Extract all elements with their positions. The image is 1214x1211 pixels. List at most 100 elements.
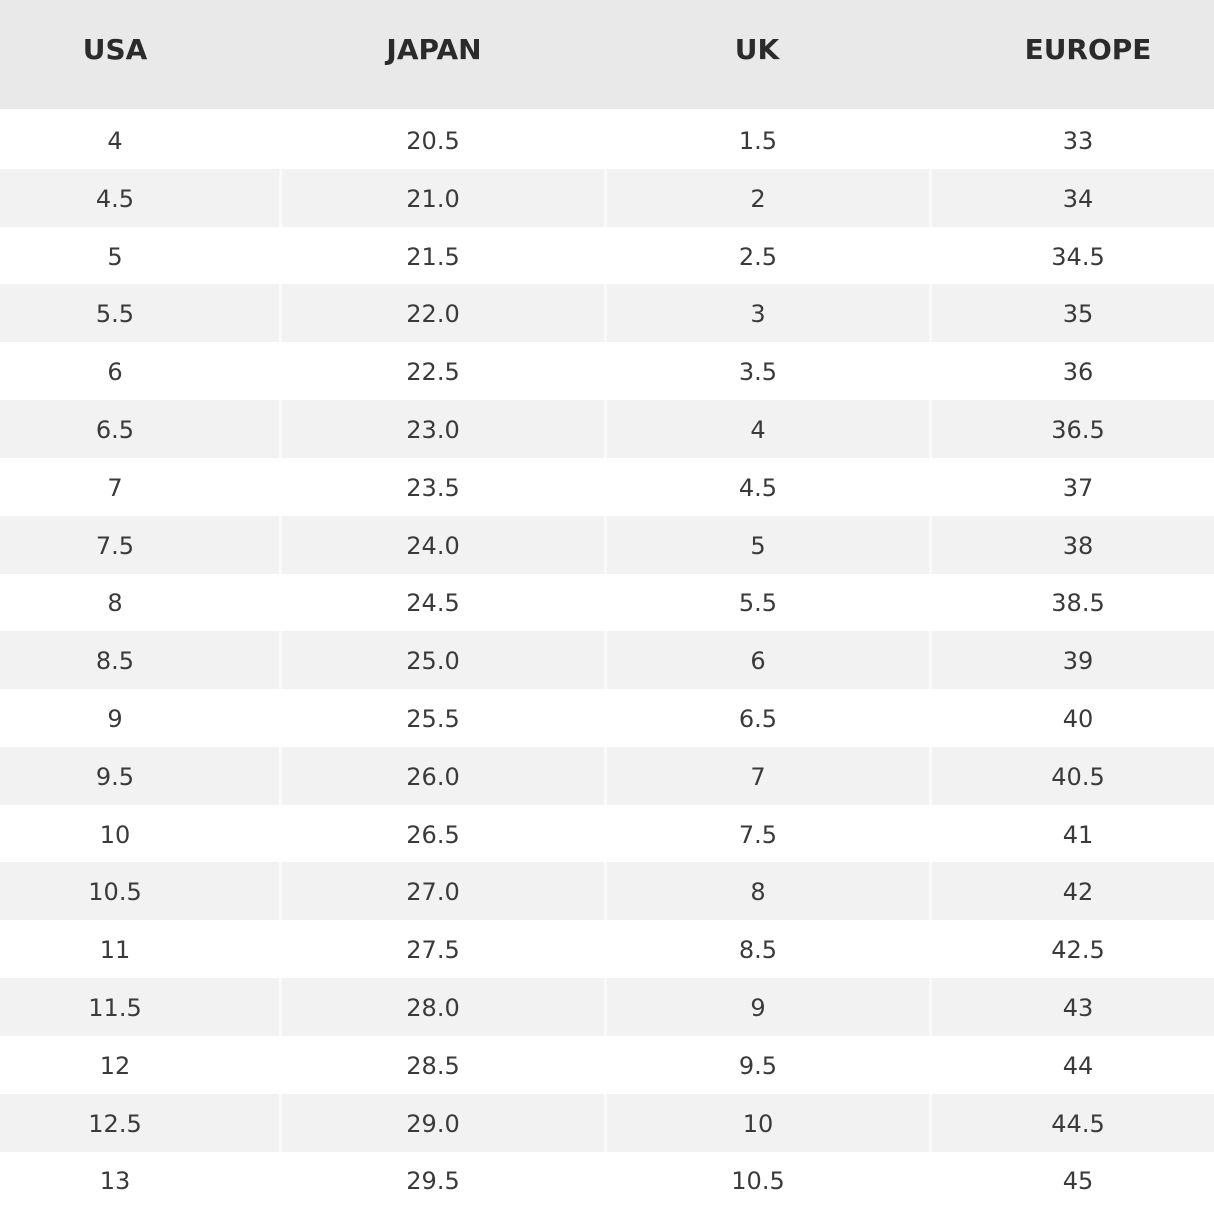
- table-cell: 41: [1062, 820, 1094, 849]
- table-cell: 7.5: [738, 820, 778, 849]
- table-cell: 35: [1062, 300, 1094, 329]
- table-row: 7.5 24.0 5 38: [0, 515, 1214, 574]
- table-cell: 21.0: [406, 184, 460, 213]
- table-cell: 40: [1062, 705, 1094, 733]
- table-cell: 36.5: [1051, 416, 1105, 444]
- column-separator: [929, 515, 932, 574]
- table-cell: 36: [1062, 358, 1094, 387]
- table-row: 7 23.5 4.5 37: [0, 458, 1214, 516]
- table-row: 11.5 28.0 9 43: [0, 978, 1214, 1036]
- column-separator: [279, 862, 282, 921]
- table-cell: 3: [750, 300, 766, 329]
- column-separator: [604, 746, 607, 805]
- table-cell: 9.5: [95, 762, 135, 791]
- table-cell: 28.5: [406, 1051, 460, 1080]
- table-cell: 7: [750, 762, 766, 791]
- table-cell: 20.5: [406, 127, 460, 155]
- table-row: 11 27.5 8.5 42.5: [0, 920, 1214, 978]
- table-cell: 45: [1062, 1167, 1094, 1196]
- table-cell: 37: [1062, 473, 1094, 502]
- table-cell: 8: [750, 878, 766, 907]
- table-row: 12.5 29.0 10 44.5: [0, 1093, 1214, 1152]
- table-cell: 33: [1062, 127, 1094, 155]
- table-cell: 26.0: [406, 762, 460, 791]
- table-row: 6 22.5 3.5 36: [0, 342, 1214, 400]
- table-cell: 4: [107, 127, 123, 155]
- table-cell: 7.5: [95, 531, 135, 560]
- table-cell: 9: [107, 705, 123, 733]
- table-cell: 5.5: [95, 300, 135, 329]
- table-cell: 22.5: [406, 358, 460, 387]
- table-cell: 1.5: [738, 127, 778, 155]
- table-cell: 44: [1062, 1051, 1094, 1080]
- table-cell: 9: [750, 994, 766, 1022]
- column-header: JAPAN: [386, 33, 482, 66]
- table-cell: 5: [750, 531, 766, 560]
- table-cell: 23.5: [406, 473, 460, 502]
- table-cell: 8.5: [738, 936, 778, 965]
- table-row: 13 29.5 10.5 45: [0, 1151, 1214, 1209]
- column-separator: [929, 746, 932, 805]
- column-separator: [929, 978, 932, 1036]
- table-cell: 4.5: [95, 184, 135, 213]
- column-header: EUROPE: [1024, 33, 1152, 66]
- column-separator: [279, 978, 282, 1036]
- table-cell: 42.5: [1051, 936, 1105, 965]
- table-cell: 44.5: [1051, 1109, 1105, 1138]
- table-cell: 10.5: [88, 878, 142, 907]
- table-row: 5 21.5 2.5 34.5: [0, 227, 1214, 285]
- table-cell: 4: [750, 416, 766, 444]
- table-header: USA JAPAN UK EUROPE: [0, 0, 1214, 109]
- table-row: 9.5 26.0 7 40.5: [0, 746, 1214, 805]
- table-cell: 4.5: [738, 473, 778, 502]
- column-separator: [604, 862, 607, 921]
- table-cell: 38.5: [1051, 589, 1105, 618]
- column-separator: [604, 400, 607, 458]
- table-row: 8 24.5 5.5 38.5: [0, 573, 1214, 631]
- column-separator: [279, 284, 282, 343]
- table-cell: 5: [107, 242, 123, 271]
- table-cell: 11.5: [88, 994, 142, 1022]
- table-cell: 23.0: [406, 416, 460, 444]
- table-cell: 13: [99, 1167, 131, 1196]
- table-cell: 28.0: [406, 994, 460, 1022]
- table-row: 10 26.5 7.5 41: [0, 805, 1214, 863]
- table-cell: 12: [99, 1051, 131, 1080]
- column-separator: [604, 1093, 607, 1152]
- table-cell: 12.5: [88, 1109, 142, 1138]
- table-cell: 24.0: [406, 531, 460, 560]
- column-separator: [279, 168, 282, 227]
- table-cell: 29.5: [406, 1167, 460, 1196]
- table-cell: 8.5: [95, 647, 135, 676]
- column-separator: [604, 515, 607, 574]
- table-row: 4.5 21.0 2 34: [0, 168, 1214, 227]
- table-row: 6.5 23.0 4 36.5: [0, 400, 1214, 458]
- table-cell: 27.5: [406, 936, 460, 965]
- column-separator: [929, 400, 932, 458]
- table-row: 10.5 27.0 8 42: [0, 862, 1214, 921]
- table-cell: 39: [1062, 647, 1094, 676]
- table-cell: 3.5: [738, 358, 778, 387]
- column-header: USA: [82, 33, 148, 66]
- column-separator: [279, 515, 282, 574]
- table-row: 4 20.5 1.5 33: [0, 111, 1214, 169]
- table-cell: 7: [107, 473, 123, 502]
- table-cell: 8: [107, 589, 123, 618]
- table-cell: 9.5: [738, 1051, 778, 1080]
- table-cell: 5.5: [738, 589, 778, 618]
- column-header: UK: [734, 33, 780, 66]
- column-separator: [929, 1093, 932, 1152]
- table-cell: 29.0: [406, 1109, 460, 1138]
- table-row: 8.5 25.0 6 39: [0, 631, 1214, 690]
- column-separator: [604, 631, 607, 690]
- table-row: 12 28.5 9.5 44: [0, 1036, 1214, 1094]
- table-cell: 6.5: [95, 416, 135, 444]
- table-cell: 6: [750, 647, 766, 676]
- column-separator: [604, 978, 607, 1036]
- table-cell: 11: [99, 936, 131, 965]
- table-cell: 34.5: [1051, 242, 1105, 271]
- table-cell: 26.5: [406, 820, 460, 849]
- table-cell: 27.0: [406, 878, 460, 907]
- column-separator: [929, 284, 932, 343]
